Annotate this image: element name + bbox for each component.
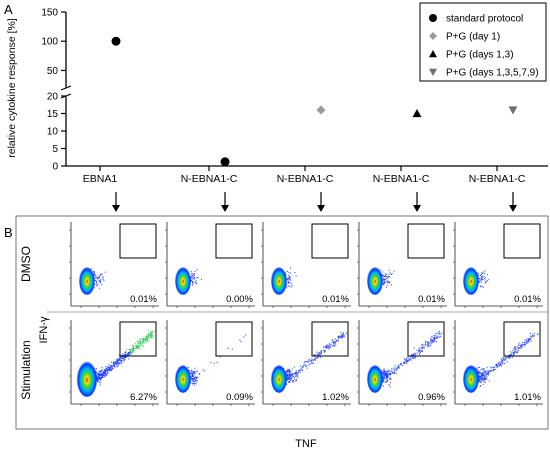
flow-plot: 0.09% [165, 320, 255, 406]
gate-box [407, 321, 445, 357]
density-core [462, 265, 480, 295]
category-label: EBNA1 [83, 173, 118, 185]
density-core [366, 363, 384, 393]
y-tick-label: 100 [41, 37, 58, 48]
density-core [366, 265, 384, 295]
density-core [76, 359, 98, 397]
y-tick-label: 5 [52, 144, 58, 155]
data-point [111, 36, 121, 46]
gate-percentage: 0.01% [130, 294, 157, 305]
gate-percentage: 1.01% [514, 392, 541, 403]
gate-box [311, 223, 349, 259]
down-arrow-icon [509, 205, 517, 212]
gate-percentage: 0.01% [322, 294, 349, 305]
gate-percentage: 0.01% [514, 294, 541, 305]
category-label: N-EBNA1-C [277, 173, 334, 185]
flow-plot: 0.96% [357, 320, 447, 406]
tnf-axis-label: TNF [295, 438, 317, 450]
flow-plot: 1.01% [453, 320, 543, 406]
category-label: N-EBNA1-C [373, 173, 430, 185]
legend-label: standard protocol [446, 14, 523, 25]
ifn-gamma-axis-label: IFN-γ [38, 316, 50, 343]
down-arrow-icon [221, 205, 229, 212]
flow-plot: 6.27% [69, 320, 159, 406]
density-core [270, 265, 288, 295]
legend: standard protocol P+G (day 1) P+G (days 1,… [419, 2, 547, 82]
category-label: N-EBNA1-C [469, 173, 526, 185]
gate-percentage: 0.09% [226, 392, 253, 403]
gate-percentage: 0.01% [418, 294, 445, 305]
gate-box [503, 321, 541, 357]
gate-percentage: 1.02% [322, 392, 349, 403]
panel-b-letter: B [4, 225, 13, 240]
legend-marker [429, 32, 437, 40]
panel-a-y-label: relative cytokine response [%] [6, 18, 18, 158]
y-tick-label: 15 [47, 109, 59, 120]
flow-plot: 0.00% [165, 222, 255, 308]
gate-percentage: 6.27% [130, 392, 157, 403]
y-tick-label: 150 [41, 8, 58, 19]
density-core [174, 363, 192, 393]
flow-plot: 0.01% [357, 222, 447, 308]
axis-break-mark [60, 85, 72, 91]
density-core [78, 265, 96, 295]
category-label: N-EBNA1-C [181, 173, 238, 185]
down-arrow-icon [112, 205, 120, 212]
down-arrow-icon [317, 205, 325, 212]
data-point [220, 157, 230, 167]
y-tick-label: 10 [47, 127, 59, 138]
data-point [508, 106, 518, 115]
data-point [316, 105, 326, 115]
gate-percentage: 0.96% [418, 392, 445, 403]
panel-a-letter: A [4, 2, 13, 17]
data-point [412, 109, 422, 118]
gate-box [119, 223, 157, 259]
flow-plot: 0.01% [453, 222, 543, 308]
density-core [270, 363, 288, 393]
gate-box [119, 321, 157, 357]
row-label-dmso: DMSO [19, 246, 33, 282]
legend-marker [429, 14, 437, 22]
density-core [462, 363, 480, 393]
legend-label: P+G (days 1,3,5,7,9) [446, 68, 539, 79]
legend-marker [429, 68, 437, 76]
legend-marker [429, 50, 437, 58]
panel-b-frame [15, 215, 549, 430]
density-core [174, 265, 192, 295]
legend-label: P+G (days 1,3) [446, 50, 514, 61]
flow-plot: 1.02% [261, 320, 351, 406]
gate-box [215, 223, 253, 259]
flow-plot: 0.01% [69, 222, 159, 308]
flow-plot: 0.01% [261, 222, 351, 308]
row-label-stimulation: Stimulation [19, 340, 33, 399]
gate-box [215, 321, 253, 357]
gate-box [503, 223, 541, 259]
gate-box [407, 223, 445, 259]
gate-percentage: 0.00% [226, 294, 253, 305]
gate-box [311, 321, 349, 357]
y-tick-label: 0 [52, 162, 58, 173]
y-tick-label: 50 [47, 66, 59, 77]
legend-label: P+G (day 1) [446, 32, 500, 43]
y-tick-label: 20 [47, 92, 59, 103]
down-arrow-icon [413, 205, 421, 212]
